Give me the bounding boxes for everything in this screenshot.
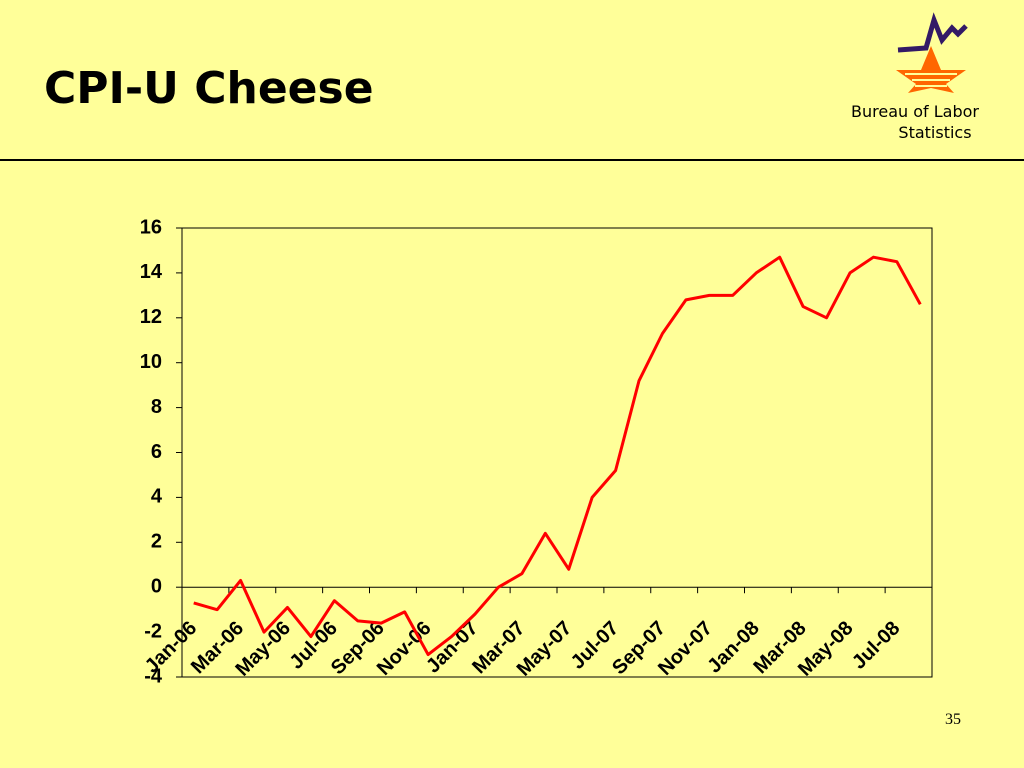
- y-tick-label: 4: [151, 486, 163, 508]
- y-tick-label: 16: [140, 216, 162, 238]
- y-tick-label: 12: [140, 306, 162, 328]
- y-tick-label: -4: [144, 665, 163, 687]
- y-tick-label: 6: [151, 441, 162, 463]
- y-tick-label: 0: [151, 575, 162, 597]
- x-tick-label: Jul-08: [848, 617, 904, 673]
- bls-logo: [896, 12, 968, 93]
- y-tick-label: 10: [140, 351, 162, 373]
- y-tick-label: 8: [151, 396, 162, 418]
- logo-text: Statistics: [898, 123, 971, 142]
- y-tick-label: 14: [140, 261, 163, 283]
- data-line: [193, 255, 922, 657]
- y-tick-label: -2: [144, 620, 162, 642]
- logo-text: Bureau of Labor: [851, 102, 979, 121]
- page-number: 35: [945, 711, 961, 728]
- slide-title: CPI-U Cheese: [44, 63, 374, 114]
- plot-area: [181, 227, 933, 678]
- y-tick-label: 2: [151, 531, 162, 553]
